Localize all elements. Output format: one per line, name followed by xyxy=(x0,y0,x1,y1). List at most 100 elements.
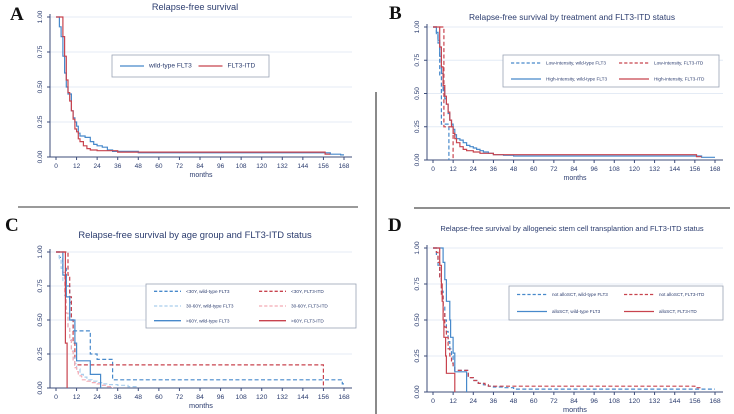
x-tick-label: 36 xyxy=(490,398,498,405)
legend-label: 30-60Y, FLT3-ITD xyxy=(291,304,328,309)
x-tick-label: 60 xyxy=(155,163,163,170)
divider-horizontal-left xyxy=(18,206,358,208)
x-axis-label: months xyxy=(563,405,587,414)
series-line--60y-flt3-itd xyxy=(56,251,68,388)
x-tick-label: 168 xyxy=(339,163,350,170)
y-tick-label: 0.25 xyxy=(414,120,421,133)
legend-label: FLT3-ITD xyxy=(228,63,256,70)
x-tick-label: 24 xyxy=(93,394,101,401)
x-tick-label: 84 xyxy=(196,394,204,401)
y-tick-label: 1.00 xyxy=(37,245,44,258)
x-tick-label: 72 xyxy=(550,398,558,405)
legend-label: Low-intensity, wild-type FLT3 xyxy=(546,61,606,66)
x-tick-label: 144 xyxy=(297,163,308,170)
x-tick-label: 84 xyxy=(570,398,578,405)
y-tick-label: 0.75 xyxy=(414,277,421,290)
x-tick-label: 156 xyxy=(689,166,700,173)
y-tick-label: 0.75 xyxy=(414,54,421,67)
x-tick-label: 132 xyxy=(649,166,660,173)
x-tick-label: 12 xyxy=(449,398,457,405)
x-tick-label: 168 xyxy=(338,394,350,401)
series-line-allosct-flt3-itd xyxy=(433,247,456,392)
x-tick-label: 120 xyxy=(256,163,267,170)
series-line-wild-type-flt3 xyxy=(56,16,344,156)
panel-c-label: C xyxy=(5,215,19,236)
legend-label: High-intensity, FLT3-ITD xyxy=(654,77,705,82)
panel-d-chart: 0.00 0.25 0.50 0.75 1.00 0 12 24 36 48 60 72 84 96 108… xyxy=(414,241,724,414)
y-tick-label: 0.50 xyxy=(414,313,421,326)
x-tick-label: 144 xyxy=(669,166,680,173)
x-tick-label: 60 xyxy=(530,398,538,405)
legend-label: not alloSCT, wild-type FLT3 xyxy=(552,292,608,297)
y-tick-label: 0.00 xyxy=(37,150,44,163)
x-tick-label: 108 xyxy=(609,166,620,173)
y-tick-label: 0.00 xyxy=(37,381,44,394)
x-tick-label: 120 xyxy=(629,398,641,405)
panel-b-chart: 0.00 0.25 0.50 0.75 1.00 0 12 24 36 48 60 72 84 96 108… xyxy=(414,20,723,182)
y-tick-label: 1.00 xyxy=(414,20,421,33)
divider-vertical xyxy=(375,92,377,414)
x-tick-label: 108 xyxy=(235,394,247,401)
x-tick-label: 0 xyxy=(431,398,435,405)
x-axis-label: months xyxy=(190,172,213,179)
y-tick-label: 0.75 xyxy=(37,279,44,292)
x-axis-label: months xyxy=(189,401,213,410)
y-tick-label: 0.25 xyxy=(37,115,44,128)
series-line-high-intensity-wild-type-flt3 xyxy=(433,26,715,158)
x-tick-label: 120 xyxy=(629,166,640,173)
x-tick-label: 12 xyxy=(450,166,458,173)
x-tick-label: 168 xyxy=(710,166,721,173)
x-tick-label: 168 xyxy=(709,398,721,405)
series-line-low-intensity-flt3-itd xyxy=(433,26,454,160)
series-line-not-allosct-flt3-itd xyxy=(433,247,702,389)
panel-d-label: D xyxy=(388,215,402,236)
x-tick-label: 132 xyxy=(277,163,288,170)
x-tick-label: 12 xyxy=(73,394,81,401)
x-tick-label: 84 xyxy=(570,166,578,173)
divider-horizontal-right xyxy=(414,207,730,210)
x-tick-label: 24 xyxy=(94,163,102,170)
legend-label: >60Y, wild-type FLT3 xyxy=(186,318,230,323)
x-tick-label: 48 xyxy=(135,394,143,401)
y-tick-label: 0.00 xyxy=(414,153,421,166)
x-tick-label: 72 xyxy=(176,394,184,401)
x-tick-label: 144 xyxy=(669,398,681,405)
legend-label: alloSCT, wild-type FLT3 xyxy=(552,309,601,314)
y-tick-label: 0.50 xyxy=(414,87,421,100)
panel-c-chart: 0.00 0.25 0.50 0.75 1.00 0 12 24 36 48 60 72 84 96 108… xyxy=(37,245,357,410)
x-tick-label: 0 xyxy=(54,394,58,401)
panel-c: C Relapse-free survival by age group and… xyxy=(0,210,367,414)
panel-a-chart: 0.00 0.25 0.50 0.75 1.00 0 12 24 36 48 60 72 84 96 108… xyxy=(37,10,352,179)
legend-box xyxy=(111,54,270,78)
legend-label: 30-60Y, wild-type FLT3 xyxy=(186,304,234,309)
x-tick-label: 12 xyxy=(73,163,81,170)
x-tick-label: 156 xyxy=(318,394,330,401)
x-tick-label: 48 xyxy=(510,398,518,405)
x-tick-label: 108 xyxy=(609,398,621,405)
y-tick-label: 0.25 xyxy=(414,349,421,362)
series-line-30-60y-flt3-itd xyxy=(56,251,114,388)
panel-d-title: Relapse-free survival by allogeneic stem… xyxy=(440,224,704,233)
x-tick-label: 84 xyxy=(196,163,204,170)
x-tick-label: 48 xyxy=(135,163,143,170)
panel-a-title: Relapse-free survival xyxy=(151,2,239,12)
x-tick-label: 24 xyxy=(470,166,478,173)
panel-b-label: B xyxy=(389,3,402,24)
legend-label: not alloSCT, FLT3-ITD xyxy=(659,292,705,297)
x-tick-label: 0 xyxy=(54,163,58,170)
x-tick-label: 48 xyxy=(510,166,518,173)
legend-label: alloSCT, FLT3-ITD xyxy=(659,309,697,314)
panel-b-title: Relapse-free survival by treatment and F… xyxy=(468,12,676,22)
x-tick-label: 144 xyxy=(297,394,309,401)
x-tick-label: 36 xyxy=(114,394,122,401)
legend-box xyxy=(502,54,720,88)
x-tick-label: 72 xyxy=(550,166,558,173)
series-line-allosct-wild-type-flt3 xyxy=(433,247,468,392)
series-line-high-intensity-flt3-itd xyxy=(433,26,702,158)
x-tick-label: 120 xyxy=(256,394,268,401)
panel-a-label: A xyxy=(10,4,24,25)
legend-label: <30Y, wild-type FLT3 xyxy=(186,289,230,294)
x-tick-label: 96 xyxy=(217,163,225,170)
legend-label: wild-type FLT3 xyxy=(148,63,192,70)
